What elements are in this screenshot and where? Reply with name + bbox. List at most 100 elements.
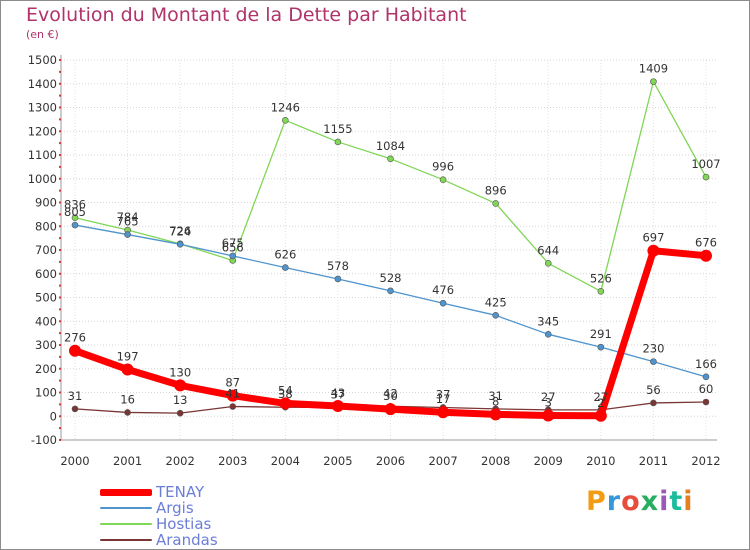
data-label-tenay: 54 xyxy=(278,383,293,397)
data-label-hostias: 784 xyxy=(117,210,139,224)
data-point-hostias xyxy=(334,138,342,146)
y-minor-tick xyxy=(59,308,61,311)
y-tick-label: 1500 xyxy=(28,53,57,67)
logo-letter: i xyxy=(659,486,670,517)
y-tick-label: 500 xyxy=(35,291,57,305)
x-tick-label: 2009 xyxy=(534,454,563,468)
y-minor-tick xyxy=(59,284,61,287)
y-minor-tick xyxy=(59,427,61,430)
data-point-tenay xyxy=(226,389,239,402)
chart-title: Evolution du Montant de la Dette par Hab… xyxy=(26,4,467,26)
x-tick-label: 2008 xyxy=(481,454,510,468)
data-label-tenay: 197 xyxy=(117,349,139,363)
x-tick-label: 2004 xyxy=(271,454,300,468)
data-label-argis: 626 xyxy=(274,248,296,262)
data-point-argis xyxy=(124,231,131,238)
y-minor-tick xyxy=(59,201,61,204)
data-label-hostias: 726 xyxy=(169,224,191,238)
logo-letter: P xyxy=(586,486,607,517)
legend-item-arandas: Arandas xyxy=(100,531,300,549)
data-label-arandas: 31 xyxy=(488,389,503,403)
data-point-tenay xyxy=(174,379,187,392)
data-point-arandas xyxy=(176,409,184,417)
data-label-arandas: 16 xyxy=(120,392,135,406)
data-point-tenay xyxy=(437,406,450,419)
data-point-argis xyxy=(544,331,552,338)
legend-swatch xyxy=(100,539,152,541)
data-label-hostias: 1155 xyxy=(323,122,352,136)
data-label-hostias: 1409 xyxy=(639,62,668,76)
data-label-tenay: 2 xyxy=(597,396,604,410)
data-label-tenay: 676 xyxy=(695,236,717,250)
data-label-argis: 425 xyxy=(485,295,507,309)
y-tick-label: 900 xyxy=(35,196,57,210)
data-label-hostias: 1084 xyxy=(376,139,405,153)
y-tick-label: 1300 xyxy=(28,101,57,115)
data-label-argis: 476 xyxy=(432,283,454,297)
y-minor-tick xyxy=(59,154,61,156)
data-label-tenay: 276 xyxy=(64,331,86,345)
chart-unit-label: (en €) xyxy=(26,28,59,41)
y-tick-label: 600 xyxy=(35,267,57,281)
y-minor-tick xyxy=(59,94,61,97)
y-minor-tick xyxy=(59,165,61,168)
logo-letter: i xyxy=(683,486,694,517)
y-minor-tick xyxy=(59,142,61,145)
data-label-argis: 578 xyxy=(327,259,349,273)
y-minor-tick xyxy=(59,379,61,382)
logo-letter: x xyxy=(640,486,660,517)
x-tick-label: 2005 xyxy=(323,454,352,468)
data-label-tenay: 87 xyxy=(225,376,240,390)
data-label-arandas: 27 xyxy=(594,390,609,404)
data-label-argis: 724 xyxy=(169,224,191,238)
data-point-hostias xyxy=(702,173,710,181)
data-point-argis xyxy=(439,299,447,307)
y-minor-tick xyxy=(59,225,61,228)
x-tick-label: 2003 xyxy=(218,454,247,468)
data-label-hostias: 656 xyxy=(222,240,244,254)
data-point-arandas xyxy=(650,399,657,407)
data-point-tenay xyxy=(594,409,607,422)
legend-label: Hostias xyxy=(156,515,212,533)
x-tick-label: 2000 xyxy=(60,454,89,468)
y-minor-tick xyxy=(59,391,61,394)
logo-letter: r xyxy=(606,486,622,517)
data-label-hostias: 836 xyxy=(64,198,86,212)
y-minor-tick xyxy=(59,130,61,133)
y-minor-tick xyxy=(59,260,61,263)
data-point-hostias xyxy=(439,176,447,183)
data-point-argis xyxy=(387,287,394,295)
y-tick-label: 100 xyxy=(35,386,57,400)
logo-letter: o xyxy=(621,486,641,517)
y-minor-tick xyxy=(59,272,61,275)
data-label-arandas: 41 xyxy=(225,387,240,401)
data-point-argis xyxy=(71,221,79,229)
data-point-arandas xyxy=(229,403,237,410)
data-point-argis xyxy=(702,373,710,381)
data-point-arandas xyxy=(124,409,131,416)
data-label-tenay: 43 xyxy=(331,386,346,400)
proxiti-logo: Proxiti xyxy=(586,486,694,517)
data-label-arandas: 38 xyxy=(278,387,293,401)
data-point-argis xyxy=(229,252,237,260)
logo-letter: t xyxy=(669,486,684,517)
y-minor-tick xyxy=(59,249,61,251)
legend-item-hostias: Hostias xyxy=(100,515,300,533)
data-label-argis: 528 xyxy=(380,271,402,285)
y-minor-tick xyxy=(59,59,61,61)
data-label-tenay: 697 xyxy=(642,231,664,245)
y-minor-tick xyxy=(59,367,61,370)
data-point-argis xyxy=(334,275,342,283)
data-point-hostias xyxy=(492,200,499,207)
data-label-arandas: 13 xyxy=(173,393,188,407)
y-tick-label: 700 xyxy=(35,243,57,257)
chart-legend: TENAY Argis Hostias Arandas xyxy=(100,483,300,549)
data-point-tenay xyxy=(279,397,292,410)
data-point-argis xyxy=(282,264,289,271)
legend-swatch xyxy=(100,507,152,509)
data-point-tenay xyxy=(69,344,81,357)
x-tick-label: 2010 xyxy=(586,454,615,468)
y-minor-tick xyxy=(59,177,61,180)
data-point-arandas xyxy=(71,405,79,413)
